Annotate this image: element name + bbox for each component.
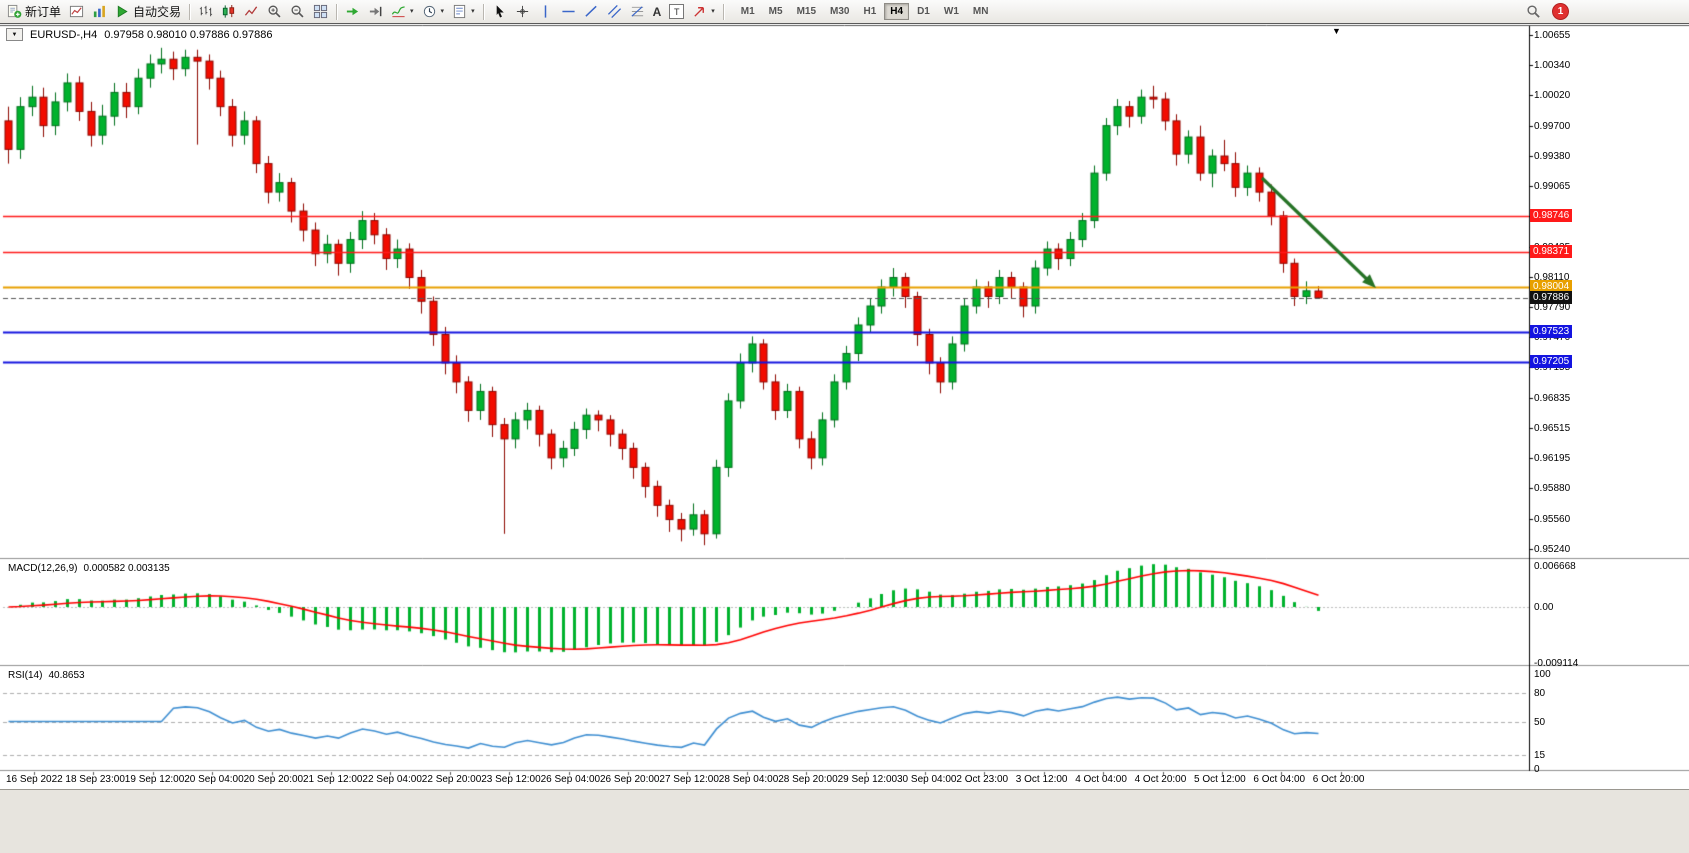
timeframe-h4[interactable]: H4 xyxy=(884,3,910,20)
candlestick-icon xyxy=(222,4,235,18)
market-watch-icon xyxy=(93,5,105,18)
cursor-icon xyxy=(496,5,504,18)
auto-scroll-button[interactable] xyxy=(341,1,364,23)
clock-icon xyxy=(423,5,435,18)
ohlc-bars-icon xyxy=(199,5,213,17)
timeframe-toolbar: M1 M5 M15 M30 H1 H4 D1 W1 MN xyxy=(734,3,996,20)
crosshair-icon xyxy=(516,5,528,18)
symbol-title: EURUSD-,H4 xyxy=(30,28,98,41)
line-chart-icon xyxy=(244,6,258,16)
new-order-button[interactable]: 新订单 xyxy=(3,1,65,23)
periods-button[interactable]: ▾ xyxy=(418,1,449,23)
open-chart-button[interactable] xyxy=(65,1,88,23)
trendline-button[interactable] xyxy=(580,1,603,23)
toolbar-separator xyxy=(722,3,724,20)
tile-windows-icon xyxy=(313,4,328,19)
auto-scroll-icon xyxy=(346,7,359,16)
timeframe-m5[interactable]: M5 xyxy=(768,6,783,17)
zoom-out-icon xyxy=(291,5,304,18)
text-label-button[interactable]: T xyxy=(665,1,688,23)
notification-badge[interactable]: 1 xyxy=(1553,4,1568,19)
bar-chart-button[interactable] xyxy=(194,1,217,23)
horizontal-line-button[interactable] xyxy=(557,1,580,23)
rsi-panel-label: RSI(14) 40.8653 xyxy=(8,670,85,681)
price-chart-canvas[interactable] xyxy=(0,0,1689,790)
arrows-dropdown-arrow: ▾ xyxy=(711,8,715,15)
chart-shift-icon xyxy=(369,6,382,17)
trendline-icon xyxy=(584,5,597,17)
templates-button[interactable]: ▾ xyxy=(448,1,479,23)
timeframe-m30[interactable]: M30 xyxy=(830,6,850,17)
periods-dropdown-arrow: ▾ xyxy=(440,8,445,15)
toolbar-right-group: 1 xyxy=(1522,1,1568,23)
indicators-dropdown-arrow: ▾ xyxy=(410,8,414,15)
tile-windows-button[interactable] xyxy=(309,1,332,23)
new-order-label: 新订单 xyxy=(25,5,62,19)
macd-title: MACD(12,26,9) xyxy=(8,563,78,574)
indicators-icon xyxy=(391,6,405,18)
fibonacci-icon xyxy=(631,6,643,17)
toolbar-separator xyxy=(189,3,191,20)
zoom-out-button[interactable] xyxy=(286,1,309,23)
zoom-in-icon xyxy=(268,5,281,18)
templates-dropdown-arrow: ▾ xyxy=(471,8,475,15)
chart-shift-marker[interactable]: ▼ xyxy=(1332,26,1341,36)
fibonacci-button[interactable] xyxy=(626,1,649,23)
toolbar-separator xyxy=(336,3,338,20)
ohlc-values: 0.97958 0.98010 0.97886 0.97886 xyxy=(104,28,273,41)
text-label-icon: T xyxy=(669,4,685,19)
cursor-button[interactable] xyxy=(488,1,511,23)
rsi-title: RSI(14) xyxy=(8,670,43,681)
zoom-in-button[interactable] xyxy=(263,1,286,23)
macd-panel-label: MACD(12,26,9) 0.000582 0.003135 xyxy=(8,563,170,574)
magnifier-icon xyxy=(1527,5,1540,18)
autotrading-play-icon xyxy=(117,5,128,18)
timeframe-d1[interactable]: D1 xyxy=(917,6,930,17)
indicators-button[interactable]: ▾ xyxy=(387,1,418,23)
template-icon xyxy=(453,4,466,19)
timeframe-w1[interactable]: W1 xyxy=(943,6,959,17)
market-watch-button[interactable] xyxy=(88,1,111,23)
one-click-trading-button[interactable]: ▼ xyxy=(6,28,23,41)
timeframe-m15[interactable]: M15 xyxy=(796,6,817,17)
text-tool-icon: A xyxy=(652,4,662,19)
search-button[interactable] xyxy=(1522,1,1545,23)
crosshair-button[interactable] xyxy=(511,1,534,23)
rsi-value: 40.8653 xyxy=(48,670,85,681)
text-button[interactable]: A xyxy=(649,1,666,23)
macd-values: 0.000582 0.003135 xyxy=(83,563,170,574)
chart-header: ▼ EURUSD-,H4 0.97958 0.98010 0.97886 0.9… xyxy=(6,28,272,41)
toolbar-separator xyxy=(482,3,484,20)
vertical-line-button[interactable] xyxy=(534,1,557,23)
timeframe-mn[interactable]: MN xyxy=(972,6,989,17)
chart-shift-button[interactable] xyxy=(364,1,387,23)
candlestick-chart-button[interactable] xyxy=(217,1,240,23)
chart-window-icon xyxy=(69,5,84,18)
horizontal-line-icon xyxy=(561,10,575,13)
window-bottom-area xyxy=(0,789,1689,853)
new-order-icon xyxy=(7,4,22,18)
main-toolbar: 新订单 自动交易 xyxy=(0,0,1689,24)
timeframe-m1[interactable]: M1 xyxy=(740,6,755,17)
timeframe-h1[interactable]: H1 xyxy=(863,6,877,17)
equidistant-channel-icon xyxy=(607,4,621,19)
vertical-line-icon xyxy=(544,5,546,18)
arrow-object-icon xyxy=(694,7,705,17)
channel-button[interactable] xyxy=(603,1,626,23)
line-chart-button[interactable] xyxy=(240,1,263,23)
autotrading-label: 自动交易 xyxy=(133,5,182,19)
arrows-button[interactable]: ▾ xyxy=(688,1,719,23)
autotrading-button[interactable]: 自动交易 xyxy=(111,1,185,23)
